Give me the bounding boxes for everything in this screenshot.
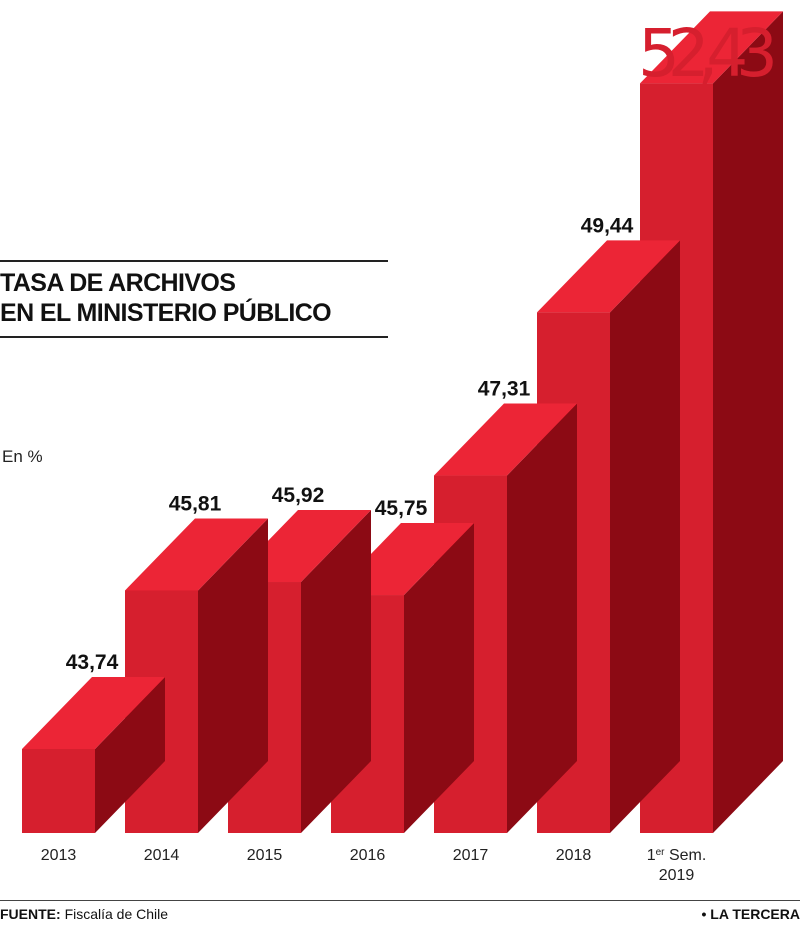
category-label-line2-6: 2019 [659,867,695,884]
footer-rule [0,900,800,901]
bar-top-0 [22,677,165,749]
chart-title-line2: EN EL MINISTERIO PÚBLICO [0,299,332,327]
unit-label: En % [2,447,43,466]
category-label-5: 2018 [556,847,592,864]
title-top-rule [0,260,388,262]
bar-front-0 [22,749,95,833]
bar-side-0 [95,677,165,833]
bar-top-1 [125,518,268,591]
value-label-4: 47,31 [478,378,531,401]
value-label-1: 45,81 [169,492,222,515]
value-label-0: 43,74 [66,651,119,674]
value-label-6: 52,43 [638,15,778,92]
bar-top-4 [434,403,577,476]
category-label-3: 2016 [350,847,386,864]
value-label-3: 45,75 [375,497,428,520]
bar-top-5 [537,240,680,313]
category-label-1: 2014 [144,847,180,864]
source-note: FUENTE: Fiscalía de Chile [0,906,168,922]
value-label-2: 45,92 [272,484,325,507]
chart-title-line1: TASA DE ARCHIVOS [0,269,236,297]
category-label-0: 2013 [41,847,77,864]
bar-0 [22,677,165,833]
bar-side-6 [713,11,783,833]
category-label-6: 1er Sem. [647,847,707,865]
value-label-5: 49,44 [581,214,634,237]
title-block: TASA DE ARCHIVOS EN EL MINISTERIO PÚBLIC… [0,260,388,338]
category-label-2: 2015 [247,847,283,864]
bar-side-1 [198,518,268,833]
source-text: Fiscalía de Chile [64,906,169,922]
bar-side-3 [404,523,474,833]
bar-side-4 [507,403,577,833]
category-label-4: 2017 [453,847,489,864]
bar-side-5 [610,240,680,833]
bar-top-6 [640,11,783,84]
source-label: FUENTE: [0,906,61,922]
title-bottom-rule [0,336,388,338]
brand-label: • LA TERCERA [701,906,800,922]
bar-side-2 [301,510,371,833]
